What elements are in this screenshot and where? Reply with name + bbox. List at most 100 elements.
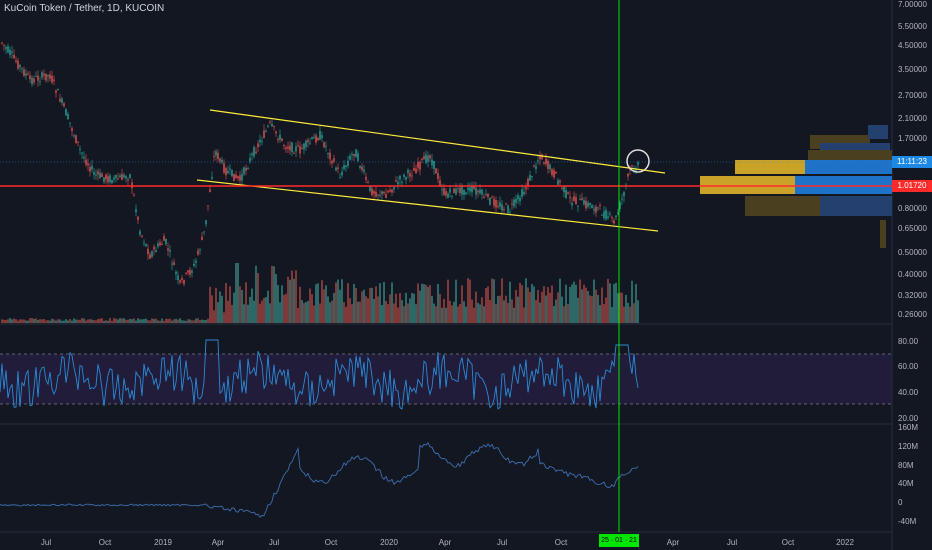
price-candle [445, 191, 447, 196]
volume-bar [379, 283, 381, 323]
price-candle [441, 189, 443, 191]
volume-bar [249, 296, 251, 323]
price-candle [151, 251, 153, 257]
volume-bar [419, 290, 421, 323]
price-candle [407, 169, 409, 174]
volume-bar [117, 319, 119, 323]
price-candle [421, 158, 423, 161]
volume-bar [597, 294, 599, 323]
price-candle [23, 69, 25, 76]
volume-bar [343, 302, 345, 323]
price-candle [237, 176, 239, 179]
volume-bar [357, 301, 359, 323]
volume-bar [589, 295, 591, 323]
volume-bar [35, 318, 37, 323]
price-candle [319, 130, 321, 140]
volume-bar [359, 301, 361, 323]
price-candle [541, 154, 543, 160]
price-candle [423, 156, 425, 160]
price-candle [503, 208, 505, 210]
price-candle [585, 200, 587, 209]
volume-bar [449, 300, 451, 323]
price-tick: 2.10000 [898, 114, 927, 123]
volume-bar [351, 304, 353, 323]
volume-bar [3, 319, 5, 323]
price-candle [385, 194, 387, 199]
volume-bar [61, 320, 63, 323]
price-candle [617, 212, 619, 215]
price-candle [359, 165, 361, 168]
price-candle [141, 235, 143, 237]
volume-bar [125, 319, 127, 323]
volume-bar [135, 320, 137, 323]
price-candle [81, 152, 83, 154]
volume-bar [217, 302, 219, 323]
price-candle [31, 77, 33, 85]
volume-bar [593, 279, 595, 323]
volume-bar [555, 299, 557, 323]
volume-bar [179, 318, 181, 323]
price-tick: 1.70000 [898, 134, 927, 143]
volume-bar [425, 284, 427, 323]
price-candle [443, 188, 445, 195]
price-candle [381, 191, 383, 195]
price-candle [389, 189, 391, 192]
obv-tick: 80M [898, 461, 914, 470]
volume-bar [507, 302, 509, 323]
volume-bar [469, 279, 471, 323]
price-candle [229, 168, 231, 170]
volume-bar [225, 283, 227, 323]
price-candle [307, 140, 309, 143]
time-tick: Apr [211, 538, 225, 547]
price-candle [159, 242, 161, 246]
volume-bar [417, 283, 419, 323]
volume-bar [57, 319, 59, 323]
price-candle [113, 177, 115, 180]
price-candle [561, 187, 563, 189]
volume-bar [457, 306, 459, 323]
price-candle [355, 149, 357, 158]
price-candle [635, 168, 637, 172]
price-candle [567, 192, 569, 194]
price-candle [417, 162, 419, 168]
volume-profile-bar [880, 220, 886, 248]
price-candle [25, 73, 27, 76]
price-candle [191, 270, 193, 273]
volume-bar [565, 284, 567, 323]
volume-bar [329, 302, 331, 323]
volume-bar [633, 303, 635, 323]
volume-bar [375, 286, 377, 323]
price-candle [259, 139, 261, 143]
volume-bar [297, 307, 299, 323]
volume-bar [459, 304, 461, 323]
price-candle [287, 146, 289, 149]
price-candle [531, 176, 533, 178]
volume-bar [431, 295, 433, 323]
price-candle [499, 202, 501, 207]
volume-bar [275, 274, 277, 323]
volume-bar [173, 319, 175, 323]
volume-bar [241, 290, 243, 323]
price-candle [527, 178, 529, 187]
volume-bar [75, 319, 77, 323]
price-candle [391, 189, 393, 193]
volume-bar [521, 285, 523, 323]
price-candle [309, 142, 311, 144]
volume-bar [133, 318, 135, 323]
volume-bar [185, 320, 187, 323]
price-candle [193, 263, 195, 266]
obv-tick: 40M [898, 479, 914, 488]
price-candle [373, 191, 375, 194]
volume-bar [363, 289, 365, 323]
price-candle [39, 81, 41, 83]
volume-bar [109, 318, 111, 323]
volume-bar [471, 299, 473, 323]
price-candle [395, 180, 397, 182]
volume-bar [341, 279, 343, 323]
volume-bar [513, 307, 515, 323]
volume-bar [533, 286, 535, 323]
price-candle [279, 134, 281, 140]
price-tick: 0.80000 [898, 204, 927, 213]
volume-bar [317, 283, 319, 323]
